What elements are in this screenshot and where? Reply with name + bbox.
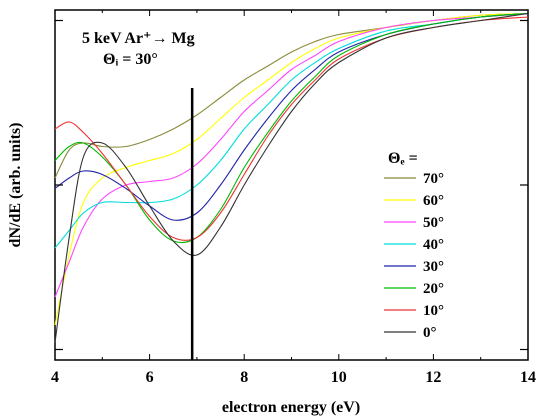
legend-label-4: 30° bbox=[423, 259, 444, 275]
x-tick-label-12: 12 bbox=[425, 369, 441, 386]
legend: 70° 60° 50° 40° 30° 20° 10° 0° bbox=[384, 171, 444, 341]
y-axis-label: dN/dE (arb. units) bbox=[7, 123, 24, 248]
x-axis-label: electron energy (eV) bbox=[222, 399, 360, 416]
series-line-3 bbox=[54, 12, 529, 249]
x-tick-label-6: 6 bbox=[146, 369, 154, 386]
legend-label-2: 50° bbox=[423, 215, 444, 231]
legend-label-5: 20° bbox=[423, 281, 444, 297]
legend-title: Θₑ = bbox=[388, 150, 418, 167]
annotation-incidence-angle: Θᵢ = 30° bbox=[103, 51, 158, 68]
legend-label-6: 10° bbox=[423, 303, 444, 319]
x-ticks: 4 6 8 10 12 14 bbox=[51, 10, 536, 386]
x-tick-label-14: 14 bbox=[520, 369, 536, 386]
legend-label-0: 70° bbox=[423, 171, 444, 187]
series-line-2 bbox=[54, 12, 529, 298]
y-ticks bbox=[55, 19, 528, 351]
legend-label-1: 60° bbox=[423, 193, 444, 209]
annotation-reaction: 5 keV Ar⁺→ Mg bbox=[82, 30, 195, 47]
series-layer bbox=[54, 12, 529, 343]
x-tick-label-8: 8 bbox=[240, 369, 248, 386]
legend-label-7: 0° bbox=[423, 325, 437, 341]
legend-label-3: 40° bbox=[423, 237, 444, 253]
series-line-7 bbox=[54, 12, 529, 343]
x-tick-label-10: 10 bbox=[331, 369, 347, 386]
x-tick-label-4: 4 bbox=[51, 369, 59, 386]
series-line-5 bbox=[54, 12, 529, 244]
